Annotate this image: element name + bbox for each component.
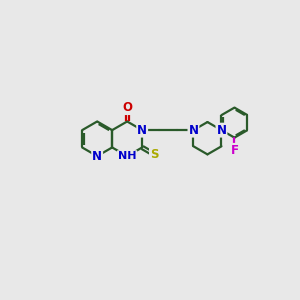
Text: N: N: [188, 124, 198, 136]
Text: N: N: [137, 124, 147, 136]
Text: N: N: [92, 150, 102, 163]
Text: F: F: [230, 144, 238, 157]
Text: NH: NH: [118, 151, 136, 161]
Text: O: O: [122, 101, 132, 114]
Text: N: N: [217, 124, 226, 136]
Text: S: S: [150, 148, 158, 161]
